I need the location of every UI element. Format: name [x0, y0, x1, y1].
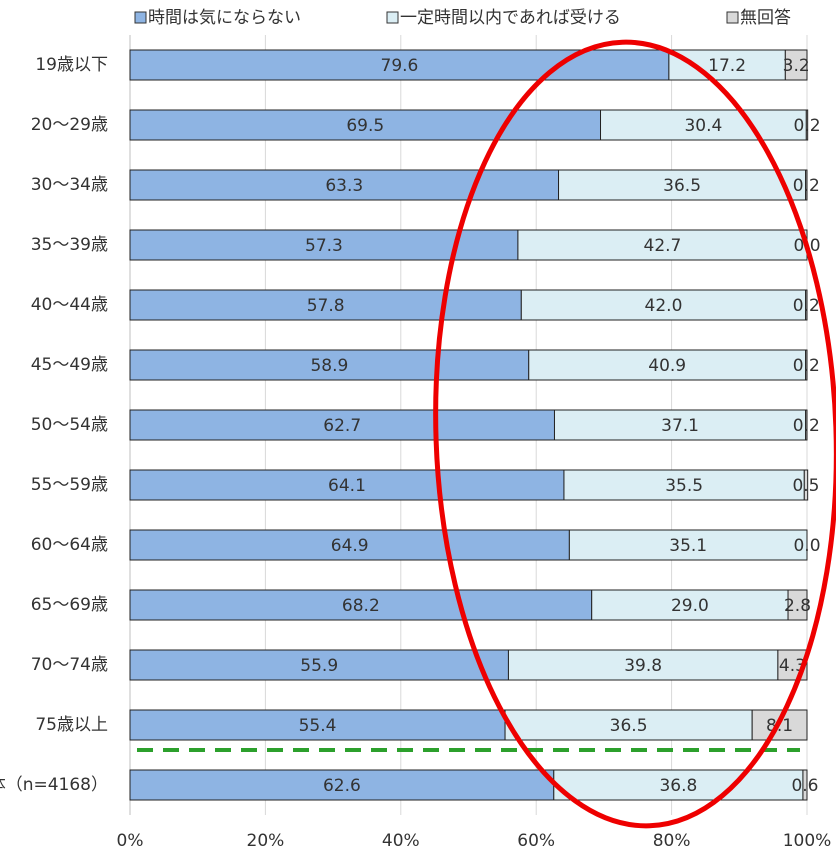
bar-segment — [591, 589, 789, 621]
y-tick-label: 30〜34歳 — [31, 175, 108, 195]
y-tick-label: 55〜59歳 — [31, 475, 108, 495]
bar-segment — [802, 769, 808, 801]
x-tick-label: 80% — [653, 831, 691, 851]
bar-segment — [803, 469, 809, 501]
x-tick-label: 60% — [517, 831, 555, 851]
data-label: 55.4 — [299, 716, 337, 736]
data-label: 0.0 — [793, 536, 820, 556]
y-tick-label: 19歳以下 — [35, 55, 108, 75]
legend-label: 時間は気にならない — [148, 8, 301, 28]
data-label: 37.1 — [661, 416, 699, 436]
data-label: 62.7 — [323, 416, 361, 436]
data-label: 36.5 — [610, 716, 648, 736]
bar-segment — [129, 769, 555, 801]
bar-segment — [553, 409, 807, 441]
bar-segment — [805, 289, 808, 321]
bar-segment — [129, 469, 565, 501]
y-tick-label: 60〜64歳 — [31, 535, 108, 555]
bar-segment — [507, 649, 779, 681]
data-label: 35.5 — [665, 476, 703, 496]
data-label: 55.9 — [300, 656, 338, 676]
data-label: 57.8 — [307, 296, 345, 316]
y-tick-label: 75歳以上 — [35, 715, 108, 735]
bar-segment — [558, 169, 807, 201]
data-label: 39.8 — [624, 656, 662, 676]
bar-segment — [805, 169, 808, 201]
data-label: 0.2 — [793, 416, 820, 436]
data-label: 0.2 — [793, 176, 820, 196]
bar-segment — [563, 469, 805, 501]
legend-swatch — [134, 11, 147, 24]
data-label: 62.6 — [323, 776, 361, 796]
data-label: 63.3 — [325, 176, 363, 196]
bar-segment — [129, 649, 509, 681]
data-label: 0.6 — [791, 776, 818, 796]
data-label: 3.2 — [783, 56, 810, 76]
data-label: 29.0 — [671, 596, 709, 616]
legend: 時間は気にならない 一定時間以内であれば受ける 無回答 — [134, 8, 791, 28]
y-tick-label: 50〜54歳 — [31, 415, 108, 435]
y-tick-label: 40〜44歳 — [31, 295, 108, 315]
y-tick-label: 70〜74歳 — [31, 655, 108, 675]
bar-segment — [784, 49, 808, 81]
bar-segment — [504, 709, 753, 741]
data-label: 0.2 — [793, 116, 820, 136]
data-label: 42.0 — [645, 296, 683, 316]
bar-segment — [528, 349, 807, 381]
data-label: 36.8 — [659, 776, 697, 796]
bar-segment — [517, 229, 808, 261]
data-label: 40.9 — [648, 356, 686, 376]
x-tick-label: 0% — [117, 831, 144, 851]
bar-segment — [129, 349, 530, 381]
data-label: 30.4 — [684, 116, 722, 136]
bar-segment — [129, 709, 506, 741]
x-tick-label: 20% — [247, 831, 285, 851]
bar-segment — [668, 49, 786, 81]
bar-segment — [129, 109, 602, 141]
bar-segment — [129, 409, 555, 441]
bar-segment — [805, 109, 809, 141]
legend-label: 一定時間以内であれば受ける — [400, 8, 621, 28]
x-tick-label: 100% — [783, 831, 832, 851]
labels: 0% 20% 40% 60% 80% 100% 19歳以下 79.6 17.2 3.2 20〜29歳… — [0, 55, 831, 851]
bar-segment — [805, 349, 808, 381]
bar-segment — [129, 589, 593, 621]
data-label: 69.5 — [346, 116, 384, 136]
bar-segment — [129, 289, 522, 321]
data-label: 64.9 — [331, 536, 369, 556]
bars — [129, 49, 809, 801]
y-tick-label: 65〜69歳 — [31, 595, 108, 615]
bar-segment — [600, 109, 807, 141]
x-tick-label: 40% — [382, 831, 420, 851]
data-label: 0.2 — [793, 296, 820, 316]
bar-segment — [787, 589, 808, 621]
data-label: 36.5 — [663, 176, 701, 196]
y-tick-label: 45〜49歳 — [31, 355, 108, 375]
data-label: 42.7 — [644, 236, 682, 256]
data-label: 0.2 — [793, 356, 820, 376]
bar-segment — [129, 529, 570, 561]
data-label: 2.8 — [784, 596, 811, 616]
data-label: 17.2 — [708, 56, 746, 76]
bar-segment — [805, 409, 808, 441]
data-label: 35.1 — [669, 536, 707, 556]
bar-segment — [568, 529, 808, 561]
data-label: 58.9 — [310, 356, 348, 376]
legend-swatch — [726, 11, 739, 24]
data-label: 0.5 — [792, 476, 819, 496]
data-label: 68.2 — [342, 596, 380, 616]
data-label: 64.1 — [328, 476, 366, 496]
legend-swatch — [386, 11, 399, 24]
legend-label: 無回答 — [740, 8, 791, 28]
data-label: 79.6 — [381, 56, 419, 76]
y-tick-label: 35〜39歳 — [31, 235, 108, 255]
y-tick-label: 20〜29歳 — [31, 115, 108, 135]
data-label: 57.3 — [305, 236, 343, 256]
bar-segment — [520, 289, 807, 321]
y-tick-label: 全体（n=4168） — [0, 775, 108, 795]
